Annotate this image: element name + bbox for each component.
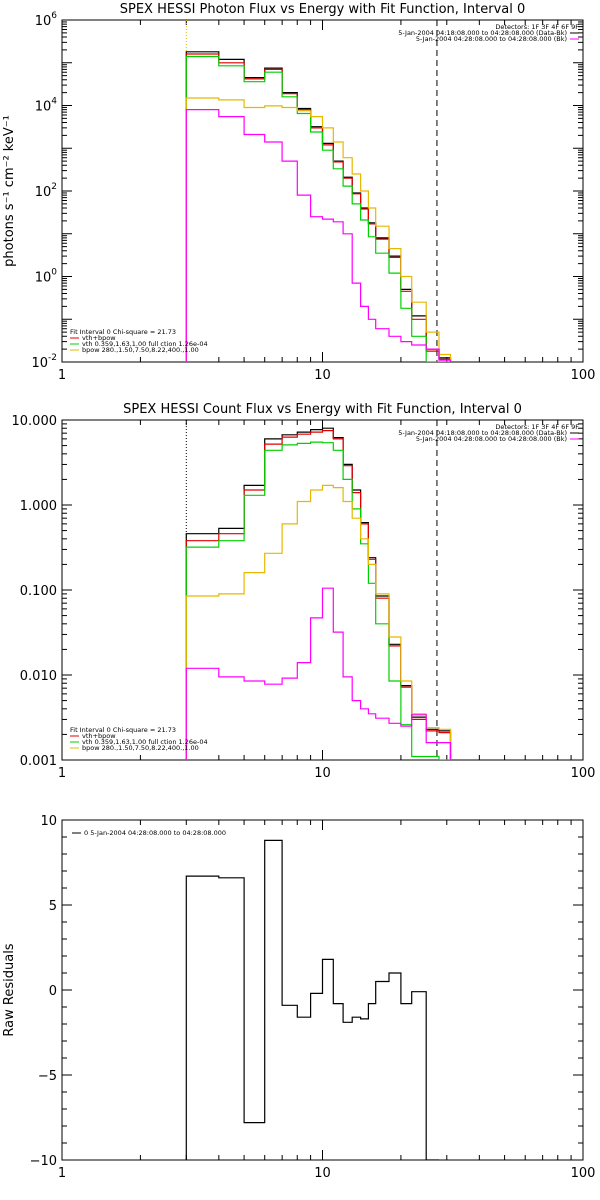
y-tick-label: −5 [38,1069,57,1084]
y-tick-label: 10 [40,814,57,829]
series-bpow-line [185,97,452,362]
series-bpow-line [185,484,452,760]
legend-top-right-text: 5-Jan-2004 04:28:08.000 to 04:28:08.000 … [416,35,567,43]
x-tick-label: 100 [571,1166,596,1181]
legend-bottom-left-text: vth 0.359,1.63,1.00 full ction 1.26e-04 [82,340,208,348]
legend-bottom-left-text: vth+bpow [82,732,116,740]
legend-bottom-left-text: bpow 280.,1.50,7.50,8.22,400.,1.00 [82,346,199,354]
chart-title: SPEX HESSI Photon Flux vs Energy with Fi… [120,2,526,17]
y-tick-label-exponent: 2 [51,182,57,192]
y-tick-label: 0.010 [20,669,57,684]
chart-title: SPEX HESSI Count Flux vs Energy with Fit… [123,402,522,417]
series-total-fit-line [185,839,439,1160]
y-tick-label: 5 [49,899,57,914]
y-tick-label-exponent: 6 [51,11,57,21]
x-tick-label: 10 [314,766,331,781]
y-tick-label-base: 10 [35,185,52,200]
y-tick-label-exponent: -2 [48,353,57,363]
legend-top-left-text: 0 5-Jan-2004 04:28:08.000 to 04:28:08.00… [84,829,226,837]
x-tick-label: 1 [58,766,66,781]
y-tick-label-base: 10 [35,14,52,29]
y-tick-label: 0.001 [20,754,57,769]
legend-bottom-left-text: vth 0.359,1.63,1.00 full ction 1.26e-04 [82,738,208,746]
y-tick-label: 0.100 [20,584,57,599]
series-background-line [185,587,452,760]
y-tick-label: 10.000 [12,414,58,429]
y-tick-label: 104 [35,97,58,115]
y-tick-label-exponent: 4 [51,97,57,107]
y-tick-label: 0 [49,984,57,999]
y-tick-label-base: 10 [35,271,52,286]
series-total-fit-line [185,51,452,362]
legend-top-right-text: Detectors: 1F 3F 4F 6F 9F [495,423,579,431]
panel-2: 1 10 100 0.001 0.010 0.100 1.000 10.000 SPEX HES… [12,402,596,781]
series-background-line [185,109,452,362]
y-tick-label-exponent: 0 [51,268,57,278]
x-tick-label: 100 [571,766,596,781]
y-axis-label: Raw Residuals [2,943,17,1036]
legend-bottom-left-text: bpow 280.,1.50,7.50,8.22,400.,1.00 [82,744,199,752]
series-vth-bpow-line [185,430,452,760]
x-tick-label: 1 [58,368,66,383]
series-vth-line [185,55,451,362]
legend-top-right-text: Detectors: 1F 3F 4F 6F 9F [495,23,579,31]
legend-bottom-left-text: Fit Interval 0 Chi-square = 21.73 [70,726,176,734]
series-vth-line [185,441,451,760]
y-tick-label-base: 10 [31,356,48,371]
y-tick-label: 102 [35,182,57,200]
y-axis-label: photons s⁻¹ cm⁻² keV⁻¹ [2,115,17,267]
legend-top-right-text: 5-Jan-2004 04:28:08.000 to 04:28:08.000 … [416,435,567,443]
y-tick-label: 1.000 [20,499,57,514]
plot-frame [61,19,584,363]
x-tick-label: 100 [571,368,596,383]
x-tick-label: 10 [314,368,331,383]
legend-bottom-left-text: Fit Interval 0 Chi-square = 21.73 [70,328,176,336]
y-tick-label: 10-2 [31,353,57,371]
y-tick-label: 106 [35,11,58,29]
y-tick-label-base: 10 [35,100,52,115]
x-tick-label: 1 [58,1166,66,1181]
legend-top-right-text: 5-Jan-2004 04:18:08.000 to 04:28:08.000 … [398,29,567,37]
y-tick-label: −10 [30,1154,57,1169]
legend-top-right-text: 5-Jan-2004 04:18:08.000 to 04:28:08.000 … [398,429,567,437]
y-tick-label: 100 [35,268,58,286]
legend-bottom-left-text: vth+bpow [82,334,116,342]
x-tick-label: 10 [314,1166,331,1181]
panel-3: 1 10 100 −10 −5 0 5 10 Raw Residuals 0 5-Jan-2004… [2,814,595,1181]
